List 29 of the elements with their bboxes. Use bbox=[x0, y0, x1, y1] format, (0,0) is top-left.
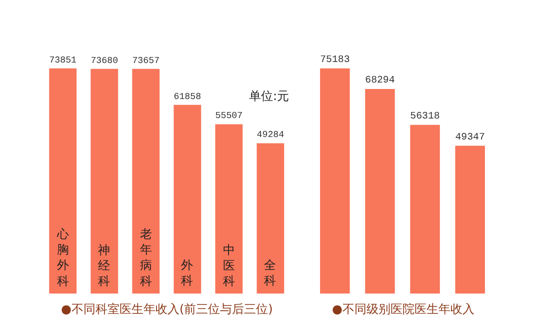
bar bbox=[320, 68, 350, 294]
bar bbox=[174, 104, 202, 294]
data-label: 55507 bbox=[215, 110, 243, 122]
x-tick-label: 全科 bbox=[264, 258, 276, 288]
annotation: 单位:元 bbox=[249, 89, 290, 103]
data-label: 56318 bbox=[410, 110, 440, 122]
x-tick-label: 神经科 bbox=[98, 243, 110, 288]
data-label: 73680 bbox=[90, 54, 118, 66]
x-tick-label: 心胸外科 bbox=[56, 227, 69, 288]
data-label: 68294 bbox=[365, 74, 395, 86]
bar bbox=[455, 146, 485, 294]
x-tick-label: 外科 bbox=[181, 258, 193, 288]
text: ●不同级别医院医生年收入 bbox=[332, 302, 474, 316]
data-label: 49347 bbox=[455, 131, 485, 142]
bar bbox=[215, 124, 243, 294]
bar bbox=[132, 68, 160, 294]
data-label: 73657 bbox=[132, 54, 160, 66]
text: ●不同科室医生年收入(前三位与后三位) bbox=[61, 302, 273, 316]
bar bbox=[90, 68, 118, 294]
data-label: 73851 bbox=[49, 54, 78, 66]
bar bbox=[365, 88, 395, 294]
data-label: 75183 bbox=[320, 54, 350, 66]
bar bbox=[49, 68, 77, 294]
bar bbox=[256, 143, 284, 294]
x-tick-label: 老年病科 bbox=[140, 227, 152, 288]
data-label: 49284 bbox=[256, 129, 284, 140]
bar bbox=[410, 124, 440, 294]
data-label: 61858 bbox=[174, 90, 202, 102]
x-tick-label: 中医科 bbox=[223, 243, 235, 288]
